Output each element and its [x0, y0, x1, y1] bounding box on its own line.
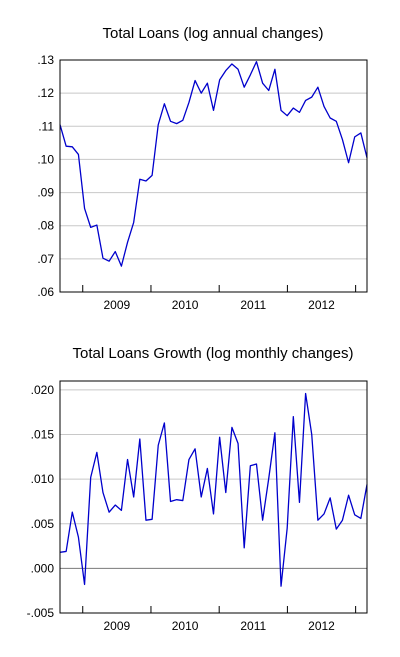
chart2-x-tick-marks [82, 606, 357, 613]
c1-y-tick-label: .13 [37, 53, 54, 67]
c1-y-tick-label: .11 [38, 119, 54, 133]
c2-y-tick-label: .000 [31, 561, 55, 575]
c2-y-tick-label: .005 [31, 517, 55, 531]
chart1-y-tick-labels: .06 .07 .08 .09 .10 .11 .12 .13 [37, 53, 54, 299]
c1-y-tick-label: .06 [37, 285, 54, 299]
chart1-x-tick-marks [82, 285, 357, 292]
c2-y-tick-label: .010 [31, 472, 55, 486]
c1-y-tick-label: .09 [37, 186, 54, 200]
c1-x-tick-label: 2011 [240, 298, 266, 312]
c1-y-tick-label: .08 [37, 219, 54, 233]
c2-x-tick-label: 2009 [104, 619, 131, 633]
chart1-series-line [59, 61, 368, 267]
chart-total-loans-annual: Total Loans (log annual changes) .06 .07.… [37, 25, 368, 312]
c1-y-tick-label: .10 [37, 152, 54, 166]
chart2-x-tick-labels: 2009 2010 2011 2012 [104, 619, 336, 633]
c2-y-tick-label: -.005 [27, 606, 55, 620]
c1-x-tick-label: 2009 [104, 298, 131, 312]
chart2-plot-frame [59, 380, 368, 614]
c1-y-tick-label: .07 [37, 252, 54, 266]
chart-total-loans-growth-monthly: Total Loans Growth (log monthly changes)… [27, 345, 368, 633]
chart1-x-tick-labels: 2009 2010 2011 2012 [104, 298, 336, 312]
c2-x-tick-label: 2010 [172, 619, 199, 633]
chart1-plot-frame [59, 59, 368, 293]
chart1-title: Total Loans (log annual changes) [103, 25, 324, 42]
chart2-series-line [59, 392, 368, 587]
chart2-y-tick-labels: -.005 .000 .005 .010 .015 .020 [27, 383, 55, 620]
c1-x-tick-label: 2012 [308, 298, 335, 312]
c2-x-tick-label: 2011 [240, 619, 266, 633]
c1-x-tick-label: 2010 [172, 298, 199, 312]
chart2-title: Total Loans Growth (log monthly changes) [73, 345, 354, 362]
c2-y-tick-label: .020 [31, 383, 55, 397]
c2-x-tick-label: 2012 [308, 619, 335, 633]
c2-y-tick-label: .015 [31, 428, 55, 442]
c1-y-tick-label: .12 [37, 86, 54, 100]
